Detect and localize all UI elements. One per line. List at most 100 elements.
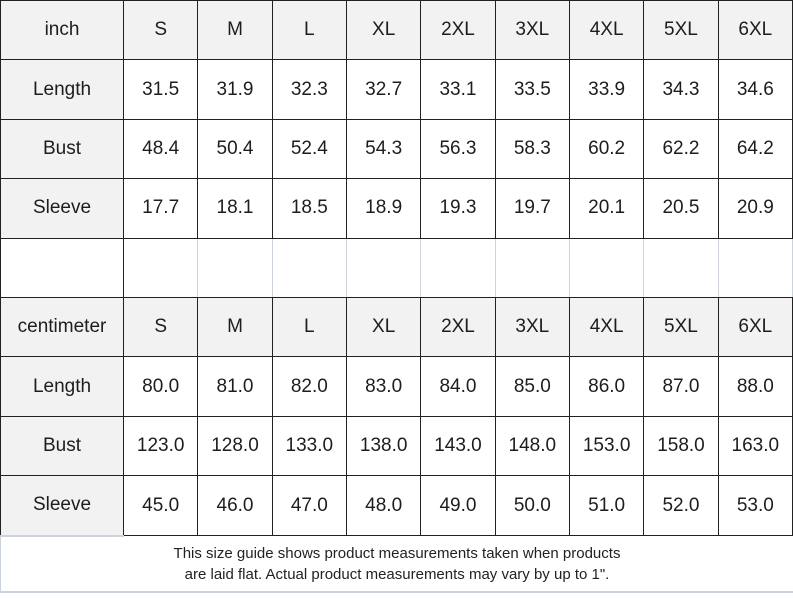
size-header-cell: 4XL <box>568 296 645 358</box>
size-header-cell: 5XL <box>643 0 719 61</box>
value-cell: 48.4 <box>122 118 199 180</box>
size-header-cell: 3XL <box>494 0 570 61</box>
value-cell: 58.3 <box>494 118 570 180</box>
spacer-cell <box>122 237 199 298</box>
value-cell: 81.0 <box>197 356 273 417</box>
value-cell: 128.0 <box>197 415 273 477</box>
value-cell: 18.1 <box>197 178 273 239</box>
measure-label-cell: Sleeve <box>0 178 124 239</box>
unit-cell-inch: inch <box>0 0 124 61</box>
value-cell: 143.0 <box>420 415 496 477</box>
spacer-cell <box>197 237 273 298</box>
size-header-cell: 5XL <box>643 296 719 358</box>
spacer-cell <box>717 237 793 298</box>
inch-bust-row: Bust 48.4 50.4 52.4 54.3 56.3 58.3 60.2 … <box>0 118 793 180</box>
value-cell: 86.0 <box>568 356 645 417</box>
measure-label-cell: Bust <box>0 415 124 477</box>
size-header-cell: XL <box>345 0 422 61</box>
centimeter-sleeve-row: Sleeve 45.0 46.0 47.0 48.0 49.0 50.0 51.… <box>0 475 793 537</box>
value-cell: 54.3 <box>345 118 422 180</box>
measure-label-cell: Length <box>0 59 124 120</box>
value-cell: 148.0 <box>494 415 570 477</box>
measure-label-cell: Bust <box>0 118 124 180</box>
value-cell: 153.0 <box>568 415 645 477</box>
value-cell: 123.0 <box>122 415 199 477</box>
value-cell: 88.0 <box>717 356 793 417</box>
value-cell: 50.4 <box>197 118 273 180</box>
footer-note: This size guide shows product measuremen… <box>0 536 793 593</box>
inch-header-row: inch S M L XL 2XL 3XL 4XL 5XL 6XL <box>0 0 793 61</box>
measure-label-cell: Length <box>0 356 124 417</box>
spacer-cell <box>271 237 347 298</box>
value-cell: 53.0 <box>717 475 793 537</box>
measure-label-cell: Sleeve <box>0 475 124 537</box>
size-table: inch S M L XL 2XL 3XL 4XL 5XL 6XL Length… <box>0 0 793 537</box>
value-cell: 20.9 <box>717 178 793 239</box>
centimeter-header-row: centimeter S M L XL 2XL 3XL 4XL 5XL 6XL <box>0 296 793 358</box>
size-header-cell: 6XL <box>717 296 793 358</box>
value-cell: 45.0 <box>122 475 199 537</box>
size-header-cell: M <box>197 296 273 358</box>
size-header-cell: XL <box>345 296 422 358</box>
spacer-cell <box>420 237 496 298</box>
value-cell: 18.9 <box>345 178 422 239</box>
centimeter-bust-row: Bust 123.0 128.0 133.0 138.0 143.0 148.0… <box>0 415 793 477</box>
spacer-row <box>0 237 793 298</box>
value-cell: 31.5 <box>122 59 199 120</box>
value-cell: 158.0 <box>643 415 719 477</box>
size-header-cell: 6XL <box>717 0 793 61</box>
spacer-cell <box>345 237 422 298</box>
size-header-cell: 2XL <box>420 296 496 358</box>
footer-note-line: This size guide shows product measuremen… <box>173 544 621 562</box>
centimeter-length-row: Length 80.0 81.0 82.0 83.0 84.0 85.0 86.… <box>0 356 793 417</box>
spacer-cell <box>494 237 570 298</box>
value-cell: 51.0 <box>568 475 645 537</box>
value-cell: 133.0 <box>271 415 347 477</box>
size-header-cell: 3XL <box>494 296 570 358</box>
value-cell: 84.0 <box>420 356 496 417</box>
value-cell: 138.0 <box>345 415 422 477</box>
size-header-cell: S <box>122 0 199 61</box>
value-cell: 32.7 <box>345 59 422 120</box>
value-cell: 46.0 <box>197 475 273 537</box>
size-header-cell: L <box>271 0 347 61</box>
size-header-cell: 4XL <box>568 0 645 61</box>
value-cell: 52.0 <box>643 475 719 537</box>
value-cell: 31.9 <box>197 59 273 120</box>
value-cell: 33.5 <box>494 59 570 120</box>
value-cell: 20.1 <box>568 178 645 239</box>
value-cell: 17.7 <box>122 178 199 239</box>
size-header-cell: 2XL <box>420 0 496 61</box>
value-cell: 83.0 <box>345 356 422 417</box>
value-cell: 19.7 <box>494 178 570 239</box>
footer-note-line: are laid flat. Actual product measuremen… <box>184 565 610 583</box>
size-header-cell: M <box>197 0 273 61</box>
inch-sleeve-row: Sleeve 17.7 18.1 18.5 18.9 19.3 19.7 20.… <box>0 178 793 239</box>
value-cell: 64.2 <box>717 118 793 180</box>
size-header-cell: S <box>122 296 199 358</box>
value-cell: 52.4 <box>271 118 347 180</box>
spacer-cell <box>0 237 124 298</box>
value-cell: 80.0 <box>122 356 199 417</box>
unit-cell-centimeter: centimeter <box>0 296 124 358</box>
value-cell: 60.2 <box>568 118 645 180</box>
spacer-cell <box>568 237 645 298</box>
spacer-cell <box>643 237 719 298</box>
value-cell: 49.0 <box>420 475 496 537</box>
value-cell: 62.2 <box>643 118 719 180</box>
value-cell: 47.0 <box>271 475 347 537</box>
value-cell: 48.0 <box>345 475 422 537</box>
value-cell: 33.9 <box>568 59 645 120</box>
value-cell: 82.0 <box>271 356 347 417</box>
value-cell: 50.0 <box>494 475 570 537</box>
value-cell: 56.3 <box>420 118 496 180</box>
value-cell: 34.6 <box>717 59 793 120</box>
inch-length-row: Length 31.5 31.9 32.3 32.7 33.1 33.5 33.… <box>0 59 793 120</box>
value-cell: 18.5 <box>271 178 347 239</box>
value-cell: 163.0 <box>717 415 793 477</box>
value-cell: 20.5 <box>643 178 719 239</box>
value-cell: 19.3 <box>420 178 496 239</box>
value-cell: 87.0 <box>643 356 719 417</box>
value-cell: 85.0 <box>494 356 570 417</box>
